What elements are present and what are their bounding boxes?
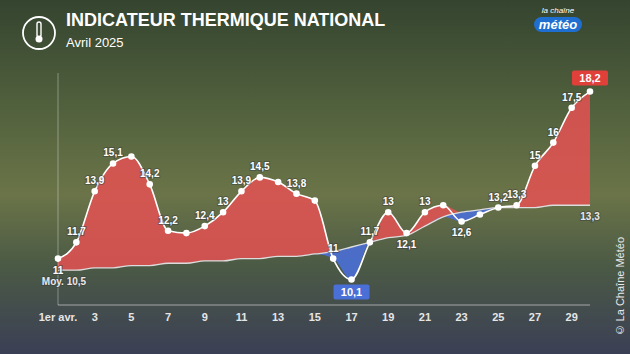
svg-text:29: 29	[566, 311, 578, 323]
svg-text:13,9: 13,9	[232, 175, 252, 186]
svg-text:13: 13	[383, 196, 395, 207]
svg-text:11: 11	[236, 311, 248, 323]
svg-text:18,2: 18,2	[579, 72, 600, 84]
svg-text:7: 7	[165, 311, 171, 323]
svg-text:13,2: 13,2	[489, 192, 509, 203]
svg-text:12,2: 12,2	[158, 215, 178, 226]
html-text:la chaîne: la chaîne	[541, 6, 575, 15]
svg-text:13: 13	[218, 196, 230, 207]
svg-text:14,2: 14,2	[140, 168, 160, 179]
svg-text:13,3: 13,3	[507, 189, 527, 200]
svg-text:5: 5	[128, 311, 134, 323]
svg-text:23: 23	[455, 311, 467, 323]
svg-text:Moy. 10,5: Moy. 10,5	[42, 276, 87, 287]
svg-text:14,5: 14,5	[250, 161, 270, 172]
svg-text:16: 16	[548, 127, 560, 138]
svg-text:13: 13	[272, 311, 284, 323]
svg-text:25: 25	[492, 311, 504, 323]
html-text:météo: météo	[538, 17, 578, 32]
svg-text:11: 11	[328, 243, 339, 254]
html-text:Avril 2025: Avril 2025	[66, 35, 124, 50]
svg-text:15,1: 15,1	[103, 147, 123, 158]
svg-text:12,1: 12,1	[397, 239, 417, 250]
svg-text:11,7: 11,7	[67, 226, 86, 237]
svg-text:1er avr.: 1er avr.	[39, 311, 78, 323]
svg-text:17: 17	[345, 311, 357, 323]
svg-text:12,4: 12,4	[195, 210, 215, 221]
svg-text:11,7: 11,7	[360, 226, 379, 237]
svg-text:17,5: 17,5	[562, 92, 582, 103]
svg-text:13,8: 13,8	[287, 178, 307, 189]
svg-text:15: 15	[309, 311, 321, 323]
svg-text:27: 27	[529, 311, 541, 323]
svg-text:10,1: 10,1	[341, 286, 362, 298]
svg-text:13,9: 13,9	[85, 175, 105, 186]
svg-text:12,6: 12,6	[452, 227, 472, 238]
svg-text:11: 11	[53, 265, 64, 276]
svg-text:15: 15	[529, 150, 541, 161]
svg-text:19: 19	[382, 311, 394, 323]
svg-text:13,3: 13,3	[580, 211, 600, 222]
svg-text:21: 21	[419, 311, 431, 323]
html-text:© La Chaîne Météo: © La Chaîne Météo	[614, 236, 626, 336]
svg-text:3: 3	[92, 311, 98, 323]
svg-text:13: 13	[419, 196, 431, 207]
svg-text:9: 9	[202, 311, 208, 323]
html-text:INDICATEUR THERMIQUE NATIONAL: INDICATEUR THERMIQUE NATIONAL	[66, 10, 386, 30]
